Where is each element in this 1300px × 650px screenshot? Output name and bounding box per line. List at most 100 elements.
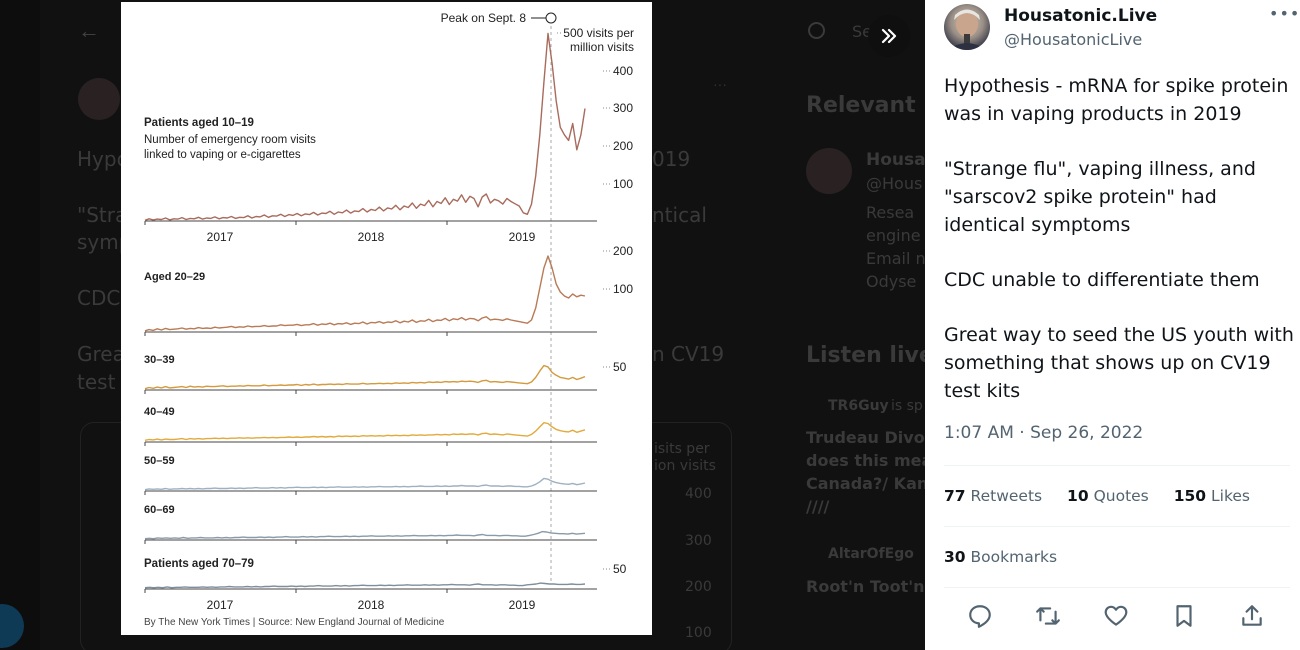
divider	[944, 526, 1290, 527]
series-line-60-69	[144, 530, 586, 540]
bg-text: @Hous	[866, 174, 923, 193]
y-tick-label: 50	[613, 360, 627, 374]
bg-text: 400	[685, 486, 712, 502]
series-line-10-19	[144, 32, 586, 221]
bg-text: 019	[652, 147, 691, 171]
bg-text: Root'n Toot'n	[806, 577, 925, 596]
bg-text: AltarOfEgo	[828, 546, 914, 562]
bookmarks-count: 30	[944, 548, 966, 566]
avatar[interactable]	[944, 4, 990, 50]
panel-label-50-59: 50–59	[144, 455, 175, 467]
retweets-count: 77	[944, 487, 966, 505]
bg-text: n CV19	[652, 342, 725, 366]
tweet-timestamp[interactable]: 1:07 AM · Sep 26, 2022	[944, 423, 1144, 443]
series-line-50-59	[144, 477, 586, 491]
tweet-text: Hypothesis - mRNA for spike protein was …	[944, 72, 1294, 432]
bg-avatar	[806, 148, 852, 194]
bg-text: "Stra	[77, 203, 128, 227]
bg-text: 200	[685, 579, 712, 595]
bg-text: Listen live	[806, 343, 925, 368]
series-line-40-49	[144, 422, 586, 441]
x-tick-label: 2019	[509, 598, 536, 612]
chart-subtitle: linked to vaping or e-cigarettes	[144, 149, 301, 161]
bg-text: engine	[866, 226, 921, 245]
expand-panel-button[interactable]	[868, 15, 910, 57]
tweet-actions	[967, 603, 1267, 629]
x-tick-label: 2019	[509, 230, 536, 244]
peak-annotation: Peak on Sept. 8	[441, 11, 527, 25]
y-tick-label: 100	[613, 282, 633, 296]
bg-avatar	[78, 78, 120, 120]
like-heart-icon[interactable]	[1103, 603, 1129, 629]
bg-text: Trudeau Divor	[806, 428, 925, 447]
likes-count: 150	[1173, 487, 1207, 505]
quotes-count: 10	[1067, 487, 1089, 505]
top-panel-title: Patients aged 10–19	[144, 117, 254, 129]
bg-text: isits per	[654, 441, 710, 457]
bg-text: Grea	[77, 342, 125, 366]
reply-icon[interactable]	[967, 603, 993, 629]
x-tick-label: 2018	[358, 598, 385, 612]
divider	[944, 587, 1290, 588]
bg-more-icon: ···	[713, 76, 727, 92]
bg-text: Canada?/ Kan	[806, 474, 925, 493]
y-tick-label: 300	[613, 101, 633, 115]
bg-text: ion visits	[654, 458, 716, 474]
tweet-stats: 77 Retweets 10 Quotes 150 Likes	[944, 487, 1270, 505]
bookmarks-label: Bookmarks	[970, 548, 1058, 566]
bg-text: Se	[852, 22, 872, 41]
more-options-icon[interactable]: •••	[1269, 4, 1300, 23]
tweet-paragraph: CDC unable to differentiate them	[944, 269, 1260, 291]
y-tick-label: 200	[613, 139, 633, 153]
y-tick-label: 200	[613, 244, 633, 258]
panel-label-20-29: Aged 20–29	[144, 271, 205, 283]
bookmark-icon[interactable]	[1171, 603, 1197, 629]
y-unit-label: 500 visits per	[563, 26, 634, 40]
panel-label-30-39: 30–39	[144, 354, 175, 366]
chart-source: By The New York Times | Source: New Engl…	[144, 617, 445, 628]
series-line-30-39	[144, 364, 586, 390]
share-icon[interactable]	[1239, 603, 1265, 629]
left-nav-rail	[0, 0, 40, 650]
x-tick-label: 2017	[207, 230, 234, 244]
x-tick-label: 2017	[207, 598, 234, 612]
y-tick-label: 50	[613, 562, 627, 576]
panel-label-40-49: 40–49	[144, 406, 175, 418]
retweet-icon[interactable]	[1035, 603, 1061, 629]
series-line-70-79	[144, 582, 586, 589]
retweets-stat[interactable]: 77 Retweets	[944, 487, 1042, 505]
bg-text: Hypo	[77, 147, 129, 171]
y-tick-label: 400	[613, 64, 633, 78]
y-unit-label: million visits	[570, 40, 634, 54]
bg-text: CDC	[77, 286, 121, 310]
tweet-paragraph: Hypothesis - mRNA for spike protein was …	[944, 75, 1289, 125]
bg-text: Odyse	[866, 272, 917, 291]
y-tick-label: 100	[613, 177, 633, 191]
tweet-panel: Housatonic.Live @HousatonicLive ••• Hypo…	[925, 0, 1300, 650]
bg-text: ntical	[652, 203, 707, 227]
chart-subtitle: Number of emergency room visits	[144, 134, 316, 146]
quotes-label: Quotes	[1093, 487, 1149, 505]
retweets-label: Retweets	[970, 487, 1043, 505]
bg-text: TR6Guy	[828, 398, 889, 414]
peak-marker	[545, 12, 557, 24]
chart-svg: Aged 20–29 30–39 40–49 50–59 60–69 2017 2018 20…	[144, 11, 634, 628]
chart-image: Aged 20–29 30–39 40–49 50–59 60–69 2017 2018 20…	[121, 2, 652, 635]
bookmarks-stat[interactable]: 30 Bookmarks	[944, 548, 1057, 566]
bg-text: 300	[685, 533, 712, 549]
x-tick-label: 2018	[358, 230, 385, 244]
bg-text: Housat	[866, 150, 925, 170]
bg-text: is sp	[891, 398, 923, 414]
series-line-20-29	[144, 255, 586, 332]
bg-text: ////	[806, 497, 830, 516]
user-name[interactable]: Housatonic.Live	[1004, 6, 1158, 26]
bg-text: does this mea	[806, 451, 925, 470]
double-chevron-right-icon	[881, 28, 897, 44]
back-arrow-icon[interactable]: ←	[78, 18, 100, 43]
likes-stat[interactable]: 150 Likes	[1174, 487, 1250, 505]
tweet-paragraph: "Strange flu", vaping illness, and "sars…	[944, 158, 1256, 236]
quotes-stat[interactable]: 10 Quotes	[1067, 487, 1149, 505]
bg-search-icon	[808, 22, 825, 39]
user-handle[interactable]: @HousatonicLive	[1004, 30, 1143, 49]
avatar-portrait	[948, 9, 986, 50]
